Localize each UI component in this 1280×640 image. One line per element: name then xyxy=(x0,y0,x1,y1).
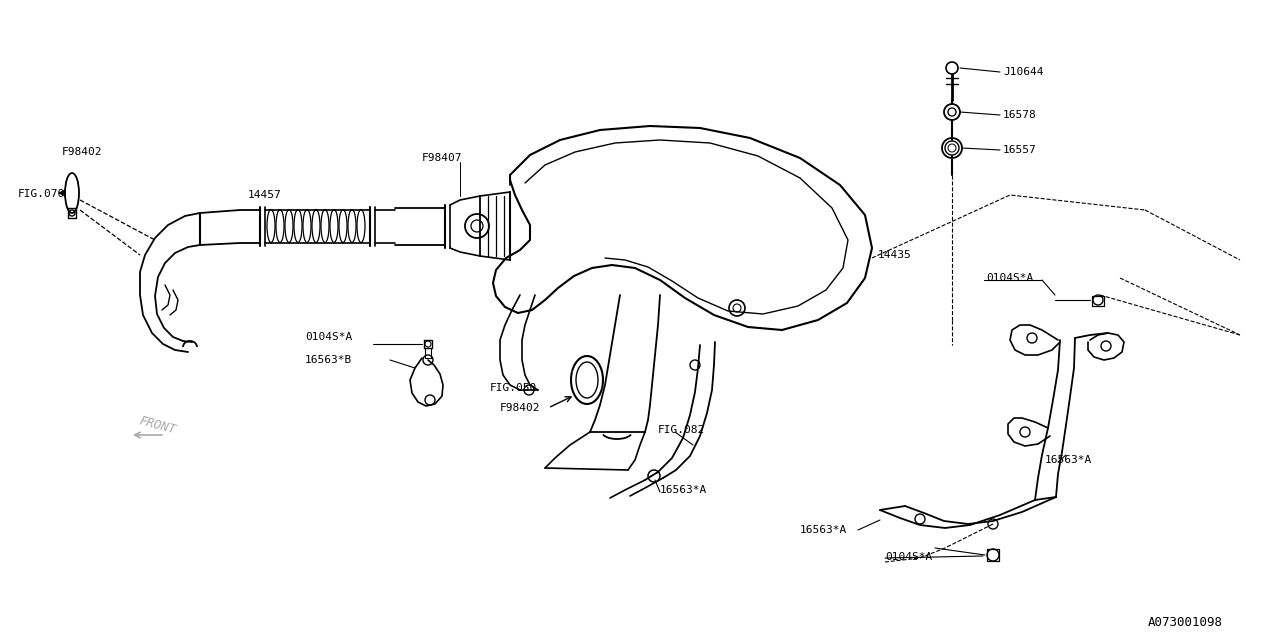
Text: 16557: 16557 xyxy=(1004,145,1037,155)
Text: F98402: F98402 xyxy=(500,403,540,413)
Text: 16563*A: 16563*A xyxy=(800,525,847,535)
Text: F98402: F98402 xyxy=(61,147,102,157)
Text: 0104S*A: 0104S*A xyxy=(884,552,932,562)
Text: 0104S*A: 0104S*A xyxy=(986,273,1033,283)
Text: 16563*B: 16563*B xyxy=(305,355,352,365)
Text: 16563*A: 16563*A xyxy=(660,485,708,495)
Text: FIG.070: FIG.070 xyxy=(18,189,65,199)
Text: 0104S*A: 0104S*A xyxy=(305,332,352,342)
Text: 14457: 14457 xyxy=(248,190,282,200)
Text: FIG.082: FIG.082 xyxy=(658,425,705,435)
Text: F98407: F98407 xyxy=(422,153,462,163)
Text: 16563*A: 16563*A xyxy=(1044,455,1092,465)
Text: J10644: J10644 xyxy=(1004,67,1043,77)
Text: 16578: 16578 xyxy=(1004,110,1037,120)
Text: FIG.050: FIG.050 xyxy=(490,383,538,393)
Text: 14435: 14435 xyxy=(878,250,911,260)
Text: A073001098: A073001098 xyxy=(1148,616,1222,628)
Text: FRONT: FRONT xyxy=(138,414,178,436)
